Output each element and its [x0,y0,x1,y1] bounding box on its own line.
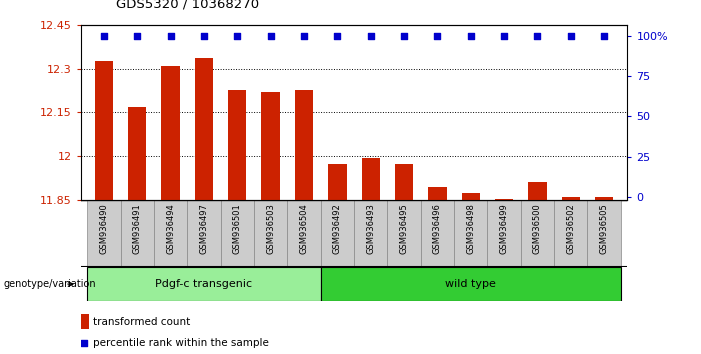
Text: GSM936504: GSM936504 [299,203,308,254]
Bar [595,197,613,200]
Text: GSM936492: GSM936492 [333,203,342,254]
Bar [287,200,320,267]
Bar [228,91,247,200]
Bar [187,200,221,267]
Text: GSM936491: GSM936491 [132,203,142,254]
Bar [295,91,313,200]
Point [532,33,543,39]
Point [398,33,409,39]
Text: percentile rank within the sample: percentile rank within the sample [93,338,268,348]
Bar [554,200,587,267]
Point [79,340,90,346]
Text: GSM936505: GSM936505 [599,203,608,254]
Text: GSM936490: GSM936490 [100,203,109,254]
Bar [421,200,454,267]
Text: wild type: wild type [445,279,496,289]
Text: GSM936502: GSM936502 [566,203,576,254]
Bar [354,200,388,267]
Text: GSM936495: GSM936495 [400,203,409,254]
Text: GSM936493: GSM936493 [366,203,375,254]
Bar [395,164,413,200]
Point [265,33,276,39]
Text: GDS5320 / 10368270: GDS5320 / 10368270 [116,0,259,11]
Bar [95,61,113,200]
Bar [154,200,187,267]
Bar [161,66,179,200]
Point [332,33,343,39]
Bar [529,183,547,200]
Bar [487,200,521,267]
Point [365,33,376,39]
Bar [521,200,554,267]
Bar [454,200,487,267]
Bar [81,314,89,329]
Text: GSM936497: GSM936497 [200,203,208,254]
Text: GSM936498: GSM936498 [466,203,475,254]
Bar [320,267,620,301]
Text: GSM936500: GSM936500 [533,203,542,254]
Bar [388,200,421,267]
Text: transformed count: transformed count [93,317,190,327]
Point [498,33,510,39]
Point [565,33,576,39]
Text: GSM936503: GSM936503 [266,203,275,254]
Bar [88,200,121,267]
Text: GSM936499: GSM936499 [500,203,508,254]
Bar [362,158,380,200]
Text: GSM936494: GSM936494 [166,203,175,254]
Point [465,33,476,39]
Point [198,33,210,39]
Text: Pdgf-c transgenic: Pdgf-c transgenic [156,279,252,289]
Bar [195,58,213,200]
Bar [121,200,154,267]
Bar [221,200,254,267]
Bar [562,197,580,200]
Bar [428,187,447,200]
Bar [320,200,354,267]
Text: GSM936496: GSM936496 [433,203,442,254]
Bar [461,193,480,200]
Bar [495,199,513,200]
Point [432,33,443,39]
Bar [261,92,280,200]
Text: genotype/variation: genotype/variation [4,279,96,289]
Point [599,33,610,39]
Point [165,33,176,39]
Point [98,33,109,39]
Point [132,33,143,39]
Bar [587,200,620,267]
Bar [128,107,147,200]
Point [299,33,310,39]
Text: GSM936501: GSM936501 [233,203,242,254]
Bar [328,164,346,200]
Bar [254,200,287,267]
Point [232,33,243,39]
Bar [88,267,320,301]
